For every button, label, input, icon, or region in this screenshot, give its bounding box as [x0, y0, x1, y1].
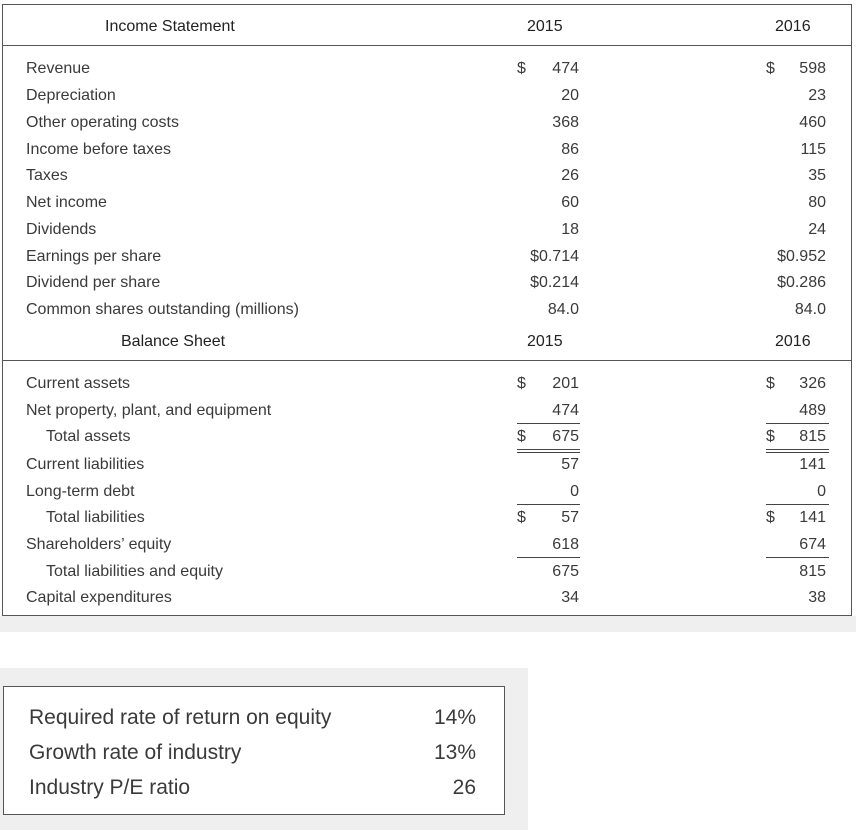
- income-statement-title: Income Statement: [105, 18, 235, 35]
- value-2015: 34: [561, 589, 579, 606]
- row-label: Revenue: [26, 60, 91, 77]
- subtotal-rule: [517, 504, 580, 505]
- income-statement-year-2015: 2015: [527, 18, 563, 35]
- value-2015: 57: [561, 509, 579, 526]
- value-2015: $0.214: [530, 274, 579, 291]
- value-2015: 57: [561, 456, 579, 473]
- financial-statements-table: Income Statement 2015 2016 Revenue $ 474…: [2, 4, 852, 616]
- row-label: Income before taxes: [26, 141, 171, 158]
- parameter-label: Industry P/E ratio: [29, 776, 191, 799]
- row-label: Earnings per share: [26, 248, 162, 265]
- value-2015: 86: [561, 141, 579, 158]
- row-label: Total liabilities: [46, 509, 145, 526]
- value-2016: 598: [799, 60, 826, 77]
- value-2016: 84.0: [794, 301, 826, 318]
- currency-symbol: $: [517, 509, 526, 526]
- row-label: Capital expenditures: [26, 589, 172, 606]
- row-label: Long-term debt: [26, 483, 135, 500]
- parameter-label: Growth rate of industry: [29, 741, 242, 764]
- row-label: Net income: [26, 194, 107, 211]
- value-2016: 35: [808, 167, 826, 184]
- parameters-table: Required rate of return on equity 14% Gr…: [3, 686, 505, 815]
- value-2016: 141: [799, 509, 826, 526]
- value-2016: $0.286: [777, 274, 826, 291]
- income-statement-year-2016: 2016: [775, 18, 811, 35]
- value-2015: 618: [552, 536, 579, 553]
- balance-sheet-year-2016: 2016: [775, 333, 811, 350]
- value-2016: 23: [808, 87, 826, 104]
- row-label: Dividends: [26, 221, 97, 238]
- total-double-rule: [766, 449, 829, 453]
- row-label: Other operating costs: [26, 114, 179, 131]
- value-2015: 20: [561, 87, 579, 104]
- row-label: Dividend per share: [26, 274, 161, 291]
- value-2015: 18: [561, 221, 579, 238]
- total-double-rule: [517, 449, 580, 453]
- row-label: Total liabilities and equity: [46, 563, 223, 580]
- value-2016: 460: [799, 114, 826, 131]
- subtotal-rule: [766, 557, 829, 558]
- parameter-label: Required rate of return on equity: [29, 706, 332, 729]
- row-label: Net property, plant, and equipment: [26, 402, 272, 419]
- value-2015: 474: [552, 402, 579, 419]
- row-label: Common shares outstanding (millions): [26, 301, 299, 318]
- value-2015: $0.714: [530, 248, 579, 265]
- row-label: Depreciation: [26, 87, 116, 104]
- currency-symbol: $: [766, 428, 775, 445]
- subtotal-rule: [766, 423, 829, 424]
- value-2016: $0.952: [777, 248, 826, 265]
- value-2016: 141: [799, 456, 826, 473]
- currency-symbol: $: [517, 60, 526, 77]
- value-2016: 326: [799, 375, 826, 392]
- value-2016: 38: [808, 589, 826, 606]
- row-label: Current assets: [26, 375, 131, 392]
- parameter-value: 26: [452, 776, 476, 799]
- parameter-value: 14%: [433, 706, 476, 729]
- value-2015: 201: [552, 375, 579, 392]
- value-2016: 674: [799, 536, 826, 553]
- value-2015: 368: [552, 114, 579, 131]
- balance-sheet-year-2015: 2015: [527, 333, 563, 350]
- subtotal-rule: [517, 557, 580, 558]
- value-2015: 84.0: [547, 301, 579, 318]
- background-band-top: [0, 616, 856, 632]
- currency-symbol: $: [766, 60, 775, 77]
- value-2016: 0: [817, 483, 826, 500]
- value-2015: 474: [552, 60, 579, 77]
- value-2016: 80: [808, 194, 826, 211]
- value-2015: 60: [561, 194, 579, 211]
- value-2016: 489: [799, 402, 826, 419]
- value-2015: 675: [552, 428, 579, 445]
- parameter-value: 13%: [433, 741, 476, 764]
- value-2015: 675: [552, 563, 579, 580]
- row-label: Current liabilities: [26, 456, 145, 473]
- value-2015: 26: [561, 167, 579, 184]
- value-2016: 815: [799, 428, 826, 445]
- row-label: Shareholders’ equity: [26, 536, 172, 553]
- value-2016: 24: [808, 221, 826, 238]
- balance-sheet-title: Balance Sheet: [121, 333, 226, 350]
- currency-symbol: $: [517, 375, 526, 392]
- income-statement-header-divider: [3, 45, 851, 46]
- value-2016: 815: [799, 563, 826, 580]
- balance-sheet-header-divider: [3, 360, 851, 361]
- currency-symbol: $: [517, 428, 526, 445]
- value-2016: 115: [800, 141, 826, 158]
- value-2015: 0: [570, 483, 579, 500]
- subtotal-rule: [766, 504, 829, 505]
- currency-symbol: $: [766, 375, 775, 392]
- row-label: Total assets: [46, 428, 131, 445]
- currency-symbol: $: [766, 509, 775, 526]
- row-label: Taxes: [26, 167, 68, 184]
- subtotal-rule: [517, 423, 580, 424]
